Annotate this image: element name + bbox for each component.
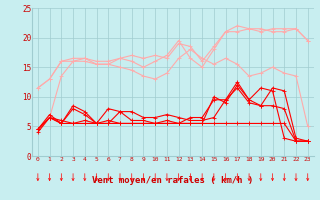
X-axis label: Vent moyen/en rafales ( km/h ): Vent moyen/en rafales ( km/h ) bbox=[92, 176, 253, 185]
